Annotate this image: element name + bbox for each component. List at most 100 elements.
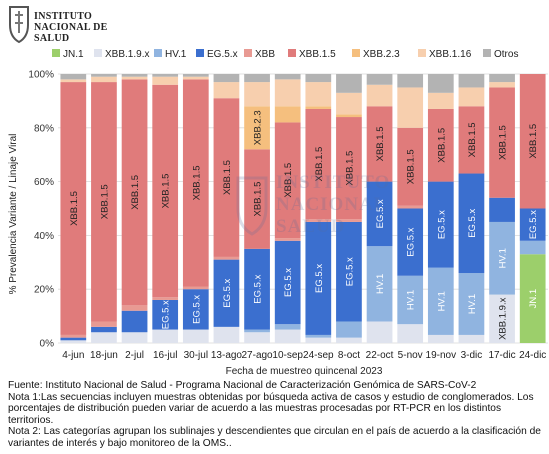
bar-5-nov-xbb bbox=[397, 205, 424, 209]
bar-label-8-oct-xbb-1-5: XBB.1.5 bbox=[344, 151, 355, 186]
bar-24-sep-xbb bbox=[305, 219, 332, 222]
variant-prevalence-chart: JN.1 XBB.1.9.x HV.1 EG.5.x XBB XBB.1.5 XBB.2.3… bbox=[8, 49, 548, 377]
bar-5-nov-xbb-1-5 bbox=[397, 127, 424, 206]
legend-label-eg-5-x: EG.5.x bbox=[207, 49, 238, 60]
x-tick-18-jun: 18-jun bbox=[90, 350, 118, 361]
bar-17-dic-xbb-1-16 bbox=[489, 82, 515, 88]
legend-label-jn-1: JN.1 bbox=[63, 49, 84, 60]
bar-2-jul-xbb-1-5 bbox=[121, 79, 148, 306]
bar-5-nov-xbb-1-9-x bbox=[397, 324, 424, 343]
legend-label-xbb-1-16: XBB.1.16 bbox=[429, 49, 472, 60]
bar-label-13-ago-eg-5-x: EG.5.x bbox=[222, 278, 233, 307]
bar-2-jul-xbb bbox=[121, 305, 148, 311]
x-tick-24-dic: 24-dic bbox=[519, 350, 546, 361]
bar-label-16-jul-xbb-1-5: XBB.1.5 bbox=[161, 174, 172, 209]
bar-24-sep-eg-5-x bbox=[305, 221, 332, 335]
y-tick-20: 20% bbox=[34, 285, 54, 296]
bar-22-oct-eg-5-x bbox=[366, 181, 393, 247]
bar-17-dic-hv-1 bbox=[489, 221, 515, 295]
bar-10-sep-otros bbox=[274, 74, 301, 80]
bar-18-jun-eg-5-x bbox=[91, 326, 117, 333]
x-axis-ticks: 4-jun 18-jun 2-jul 16-jul 30-jul 13-ago 27-ago… bbox=[62, 350, 546, 361]
bar-label-10-sep-eg-5-x: EG.5.x bbox=[283, 268, 294, 297]
bar-24-dic-hv-1 bbox=[519, 240, 546, 255]
bar-18-jun-otros bbox=[91, 74, 117, 77]
bar-8-oct-xbb-1-16 bbox=[336, 92, 362, 115]
bar-label-24-sep-eg-5-x: EG.5.x bbox=[314, 264, 325, 293]
x-tick-10-sep: 10-sep bbox=[272, 350, 303, 361]
legend-swatch-xbb bbox=[244, 49, 252, 57]
bar-label-18-jun-xbb-1-5: XBB.1.5 bbox=[99, 184, 110, 219]
bar-label-17-dic-hv-1: HV.1 bbox=[498, 248, 509, 268]
legend-swatch-otros bbox=[483, 49, 491, 57]
bar-label-30-jul-eg-5-x: EG.5.x bbox=[191, 295, 202, 324]
note-1: Nota 1:Las secuencias incluyen muestras … bbox=[8, 391, 534, 426]
bar-4-jun-xbb-1-9-x bbox=[60, 340, 87, 343]
bar-label-19-nov-xbb-1-5: XBB.1.5 bbox=[436, 128, 447, 163]
bar-label-3-dic-eg-5-x: EG.5.x bbox=[467, 209, 478, 238]
legend-swatch-jn-1 bbox=[52, 49, 60, 57]
bar-30-jul-otros bbox=[182, 74, 209, 77]
bar-24-sep-hv-1 bbox=[305, 334, 332, 338]
bar-19-nov-hv-1 bbox=[427, 267, 454, 335]
bar-label-24-dic-jn-1: JN.1 bbox=[528, 289, 539, 309]
bar-27-ago-xbb-1-5 bbox=[244, 149, 270, 249]
bar-5-nov-hv-1 bbox=[397, 275, 424, 325]
bar-label-3-dic-hv-1: HV.1 bbox=[467, 294, 478, 314]
y-tick-0: 0% bbox=[40, 339, 55, 350]
bar-label-22-oct-eg-5-x: EG.5.x bbox=[375, 199, 386, 228]
bar-17-dic-xbb-1-5 bbox=[489, 87, 515, 198]
legend-label-xbb-1-9-x: XBB.1.9.x bbox=[105, 49, 149, 60]
bar-19-nov-xbb-1-9-x bbox=[427, 334, 454, 343]
watermark-line-2: NACIONAL bbox=[276, 194, 387, 215]
x-tick-16-jul: 16-jul bbox=[153, 350, 177, 361]
bar-19-nov-xbb-1-16 bbox=[427, 92, 454, 109]
bar-24-sep-xbb-1-9-x bbox=[305, 337, 332, 343]
institute-logo: INSTITUTO NACIONAL DE SALUD bbox=[6, 3, 166, 45]
bar-16-jul-otros bbox=[152, 74, 179, 77]
bar-label-5-nov-xbb-1-5: XBB.1.5 bbox=[406, 149, 417, 184]
logo-line-3: SALUD bbox=[34, 33, 70, 44]
bar-label-24-dic-xbb-1-5: XBB.1.5 bbox=[528, 124, 539, 159]
bar-8-oct-xbb bbox=[336, 219, 362, 222]
bar-16-jul-xbb bbox=[152, 297, 179, 300]
bar-8-oct-xbb-1-9-x bbox=[336, 337, 362, 343]
bar-3-dic-xbb-1-5 bbox=[458, 106, 485, 174]
x-tick-2-jul: 2-jul bbox=[125, 350, 144, 361]
y-tick-40: 40% bbox=[34, 231, 54, 242]
x-axis-label: Fecha de muestreo quincenal 2023 bbox=[226, 366, 383, 377]
x-tick-30-jul: 30-jul bbox=[184, 350, 208, 361]
bar-label-5-nov-eg-5-x: EG.5.x bbox=[406, 227, 417, 256]
bar-label-13-ago-xbb-1-5: XBB.1.5 bbox=[222, 160, 233, 195]
bar-labels: XBB.1.5 XBB.1.5 XBB.1.5 XBB.1.5 EG.5.x XBB.1.… bbox=[69, 110, 539, 340]
legend-swatch-hv-1 bbox=[154, 49, 162, 57]
bar-13-ago-xbb bbox=[213, 256, 240, 260]
bar-4-jun-xbb-1-5 bbox=[60, 82, 87, 335]
bar-16-jul-xbb-1-16 bbox=[152, 76, 179, 85]
logo-line-2: NACIONAL DE bbox=[34, 22, 108, 33]
watermark-line-3: SALUD bbox=[276, 216, 345, 237]
bar-19-nov-otros bbox=[427, 74, 454, 93]
bar-2-jul-xbb-1-9-x bbox=[121, 332, 148, 343]
bar-24-sep-xbb-1-16 bbox=[305, 82, 332, 107]
bar-10-sep-xbb bbox=[274, 238, 301, 241]
bar-4-jun-otros bbox=[60, 74, 87, 80]
bar-16-jul-xbb-1-5 bbox=[152, 84, 179, 298]
legend-label-xbb-2-3: XBB.2.3 bbox=[363, 49, 400, 60]
legend-label-hv-1: HV.1 bbox=[165, 49, 187, 60]
bar-27-ago-xbb-1-9-x bbox=[244, 332, 270, 343]
x-tick-13-ago: 13-ago bbox=[211, 350, 243, 361]
x-tick-5-nov: 5-nov bbox=[398, 350, 423, 361]
bar-3-dic-eg-5-x bbox=[458, 173, 485, 274]
bar-label-17-dic-xbb-1-5: XBB.1.5 bbox=[498, 125, 509, 160]
bar-4-jun-eg-5-x bbox=[60, 337, 87, 341]
note-2: Nota 2: Las categorías agrupan los subli… bbox=[8, 426, 541, 449]
bar-18-jun-xbb-1-9-x bbox=[91, 332, 117, 343]
y-tick-60: 60% bbox=[34, 177, 54, 188]
bar-3-dic-xbb-1-9-x bbox=[458, 334, 485, 343]
bar-22-oct-xbb-1-16 bbox=[366, 84, 393, 107]
bar-label-27-ago-xbb-1-5: XBB.1.5 bbox=[253, 182, 264, 217]
legend-label-otros: Otros bbox=[494, 49, 518, 60]
bar-18-jun-xbb-1-16 bbox=[91, 76, 117, 83]
